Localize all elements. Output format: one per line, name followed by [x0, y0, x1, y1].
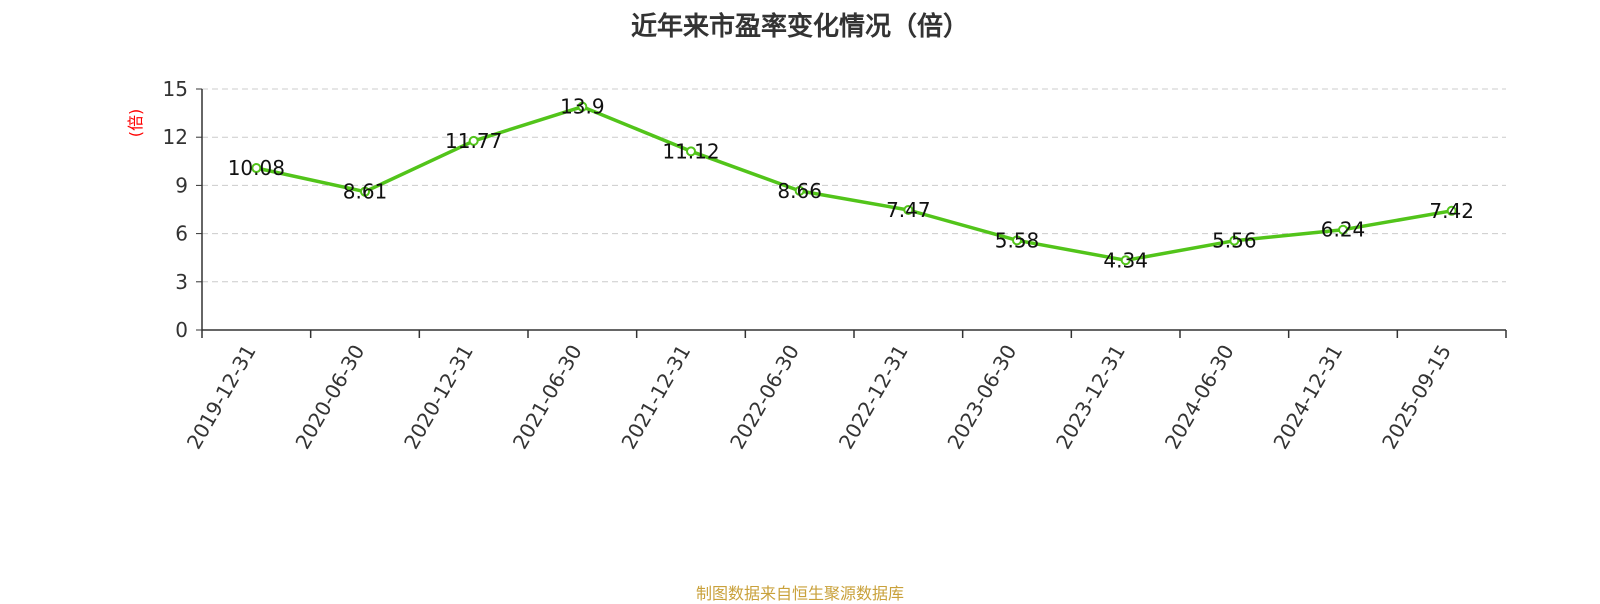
data-label: 13.9	[560, 95, 605, 119]
data-label: 7.47	[886, 198, 931, 222]
data-point	[903, 204, 914, 215]
data-labels: 10.08 8.61 11.77 13.9 11.12 8.66 7.47 5.58 4.34 5…	[228, 95, 1474, 273]
data-point	[1120, 255, 1131, 266]
data-label: 7.42	[1429, 199, 1474, 223]
x-tick-label: 2022-06-30	[725, 341, 804, 454]
chart-title: 近年来市盈率变化情况（倍）	[630, 12, 969, 42]
data-point	[1446, 205, 1457, 216]
data-point	[686, 146, 696, 157]
data-point	[794, 185, 805, 196]
data-source-note: 制图数据来自恒生聚源数据库	[695, 584, 904, 603]
x-tick-label: 2024-12-31	[1268, 341, 1347, 454]
y-tick-label: 12	[163, 125, 188, 149]
data-label: 6.24	[1321, 218, 1366, 242]
y-axis-unit-label: (倍)	[126, 109, 145, 138]
data-points	[251, 101, 1457, 266]
data-label: 11.77	[445, 129, 502, 153]
data-label: 5.58	[995, 228, 1040, 252]
y-tick-label: 9	[175, 173, 188, 197]
x-tick-label: 2020-12-31	[399, 340, 478, 453]
data-label: 10.08	[228, 156, 285, 180]
data-point	[1012, 235, 1022, 246]
data-point	[1338, 224, 1348, 235]
data-point	[1229, 235, 1240, 246]
data-label: 8.61	[343, 180, 388, 204]
x-tick-label: 2025-09-15	[1377, 341, 1456, 454]
y-tick-label: 0	[175, 318, 188, 342]
x-tick-label: 2020-06-30	[290, 341, 369, 454]
data-point	[360, 186, 370, 197]
x-tick-label: 2024-06-30	[1160, 341, 1239, 454]
data-label: 8.66	[777, 179, 822, 203]
data-label: 11.12	[662, 139, 719, 163]
series-line-layer	[255, 104, 1452, 263]
x-tick-label: 2023-12-31	[1051, 341, 1130, 454]
x-tick-label: 2019-12-31	[182, 341, 261, 454]
x-tick-label: 2021-12-31	[616, 341, 695, 454]
x-tick-label: 2022-12-31	[834, 340, 913, 453]
x-tick-label: 2021-06-30	[508, 341, 587, 454]
y-tick-label: 6	[175, 222, 188, 246]
data-label: 5.56	[1212, 229, 1257, 253]
data-point	[251, 163, 262, 174]
series-line	[255, 104, 1452, 263]
grid-lines	[202, 88, 1506, 283]
y-tick-label: 3	[175, 270, 188, 294]
y-tick-label: 15	[163, 77, 188, 101]
data-point	[468, 135, 479, 146]
data-point	[577, 101, 588, 112]
axes: 0 3 6 9 12 15 2019-12-31 2020-06-30 2020-12-31 20…	[163, 77, 1507, 454]
x-tick-label: 2023-06-30	[942, 341, 1021, 454]
data-label: 4.34	[1103, 248, 1148, 272]
